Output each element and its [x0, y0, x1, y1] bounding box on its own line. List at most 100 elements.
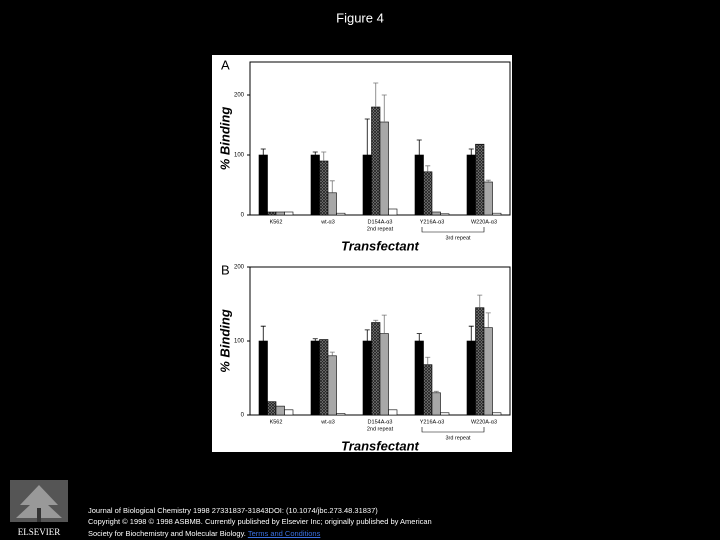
panel-label: A — [221, 57, 230, 72]
bar — [388, 409, 398, 416]
terms-link[interactable]: Terms and Conditions — [247, 529, 321, 538]
annotation: 3rd repeat — [445, 235, 471, 241]
error-bar — [260, 325, 266, 341]
x-axis-title: Transfectant — [341, 238, 419, 253]
x-tick-label: D154A-α3 — [368, 419, 393, 425]
error-bar — [468, 148, 474, 155]
annotation: 2nd repeat — [367, 226, 394, 232]
x-tick-label: Y216A-α3 — [420, 219, 445, 225]
publisher: ELSEVIER — [18, 527, 61, 537]
bar — [327, 355, 337, 416]
bar — [466, 340, 476, 416]
error-bar — [364, 118, 370, 155]
bar — [258, 340, 268, 416]
bar — [362, 154, 372, 216]
error-bar — [329, 180, 335, 193]
x-tick-label: wt-α3 — [320, 419, 335, 425]
bar — [310, 154, 320, 216]
y-tick-label: 100 — [234, 153, 245, 159]
x-axis-title: Transfectant — [341, 438, 419, 453]
error-bar — [364, 329, 370, 341]
bar — [440, 412, 450, 416]
y-tick-label: 100 — [234, 339, 245, 345]
annotation: 3rd repeat — [445, 435, 471, 441]
bar — [362, 340, 372, 416]
bar — [275, 405, 285, 416]
error-bar — [381, 94, 387, 122]
error-bar — [468, 325, 474, 341]
bar — [466, 154, 476, 216]
bar — [423, 364, 433, 416]
error-bar — [381, 314, 387, 334]
copyright-line: Society for Biochemistry and Molecular B… — [88, 529, 320, 538]
y-tick-label: 0 — [241, 413, 245, 419]
citation: Journal of Biological Chemistry 1998 273… — [88, 506, 378, 515]
error-bar — [485, 179, 491, 182]
bar — [431, 392, 441, 416]
error-bar — [312, 338, 318, 341]
y-tick-label: 0 — [241, 213, 245, 219]
bar — [475, 143, 485, 216]
bar — [475, 307, 485, 416]
bar — [483, 181, 493, 216]
x-tick-label: W220A-α3 — [471, 219, 497, 225]
bar — [284, 409, 294, 416]
error-bar — [329, 351, 335, 356]
x-tick-label: Y216A-α3 — [420, 419, 445, 425]
error-bar — [416, 333, 422, 341]
bar — [379, 333, 389, 416]
bar — [258, 154, 268, 216]
bar — [414, 154, 424, 216]
y-tick-label: 200 — [234, 265, 245, 271]
error-bar — [416, 139, 422, 155]
copyright: Copyright © 1998 © 1998 ASBMB. Currently… — [88, 517, 432, 526]
bar — [388, 208, 398, 216]
bar — [492, 412, 502, 416]
y-axis-title: % Binding — [217, 107, 232, 171]
bar — [275, 211, 285, 216]
bar — [336, 413, 346, 416]
panel-label: B — [221, 262, 230, 277]
bar — [267, 211, 277, 216]
bar — [371, 322, 381, 416]
error-bar — [425, 356, 431, 365]
bar — [267, 401, 277, 416]
bar — [492, 212, 502, 216]
bar — [284, 211, 294, 216]
y-tick-label: 200 — [234, 93, 245, 99]
error-bar — [433, 390, 439, 393]
bar — [414, 340, 424, 416]
bar — [319, 339, 329, 416]
bar — [336, 212, 346, 216]
error-bar — [373, 319, 379, 323]
bar — [327, 192, 337, 216]
error-bar — [260, 148, 266, 155]
x-tick-label: wt-α3 — [320, 219, 335, 225]
error-bar — [312, 151, 318, 155]
x-tick-label: K562 — [270, 219, 283, 225]
copyright: Society for Biochemistry and Molecular B… — [88, 529, 246, 538]
bracket — [421, 227, 485, 233]
bar — [483, 327, 493, 416]
bar — [440, 213, 450, 216]
bar — [379, 121, 389, 216]
error-bar — [373, 82, 379, 107]
bar — [371, 106, 381, 216]
annotation: 2nd repeat — [367, 426, 394, 432]
bracket — [421, 427, 485, 433]
error-bar — [425, 165, 431, 172]
x-tick-label: K562 — [270, 419, 283, 425]
bar — [423, 171, 433, 216]
slide-title: Figure 4 — [336, 10, 384, 25]
error-bar — [321, 151, 327, 161]
bar — [431, 211, 441, 216]
error-bar — [485, 312, 491, 328]
x-tick-label: W220A-α3 — [471, 419, 497, 425]
y-axis-title: % Binding — [217, 309, 232, 373]
publisher-logo — [10, 480, 68, 522]
error-bar — [477, 294, 483, 308]
x-tick-label: D154A-α3 — [368, 219, 393, 225]
bar — [310, 340, 320, 416]
